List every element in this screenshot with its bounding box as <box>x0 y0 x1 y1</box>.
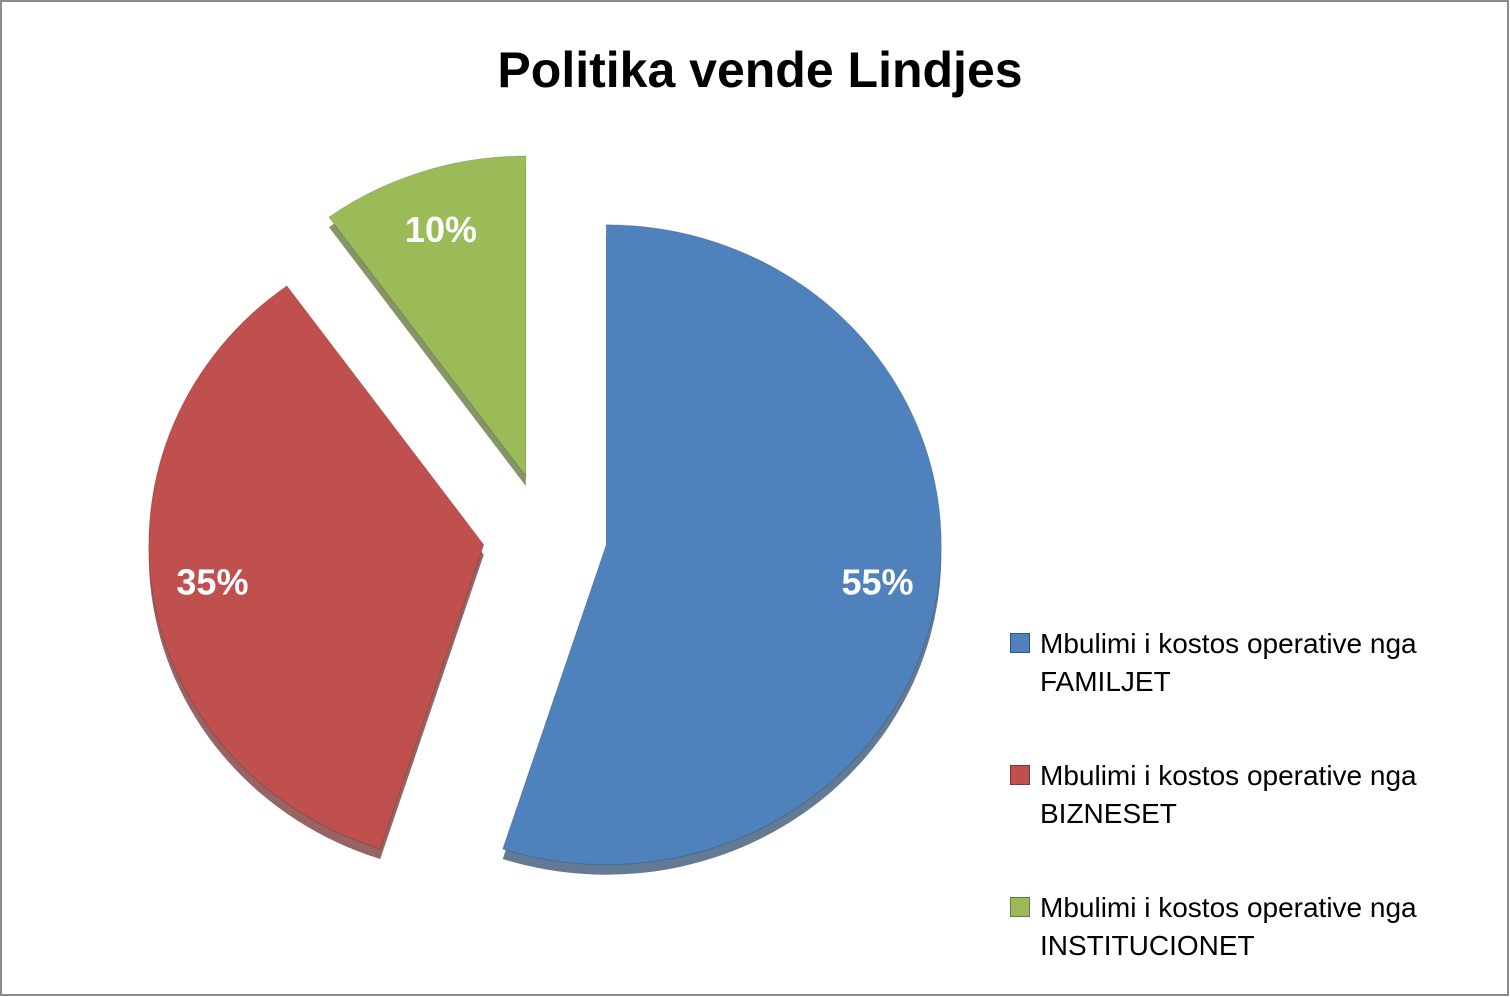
data-label: 55% <box>842 561 914 602</box>
legend-label: Mbulimi i kostos operative nga INSTITUCI… <box>1040 892 1417 961</box>
data-label: 35% <box>176 561 248 602</box>
legend-swatch <box>1010 765 1030 785</box>
legend: Mbulimi i kostos operative nga FAMILJET M… <box>1010 625 1505 997</box>
data-label: 10% <box>405 209 477 250</box>
pie-slice <box>502 224 942 866</box>
legend-swatch <box>1010 897 1030 917</box>
legend-swatch <box>1010 633 1030 653</box>
legend-label: Mbulimi i kostos operative nga FAMILJET <box>1040 628 1417 697</box>
legend-item: Mbulimi i kostos operative nga BIZNESET <box>1010 757 1505 889</box>
legend-item: Mbulimi i kostos operative nga FAMILJET <box>1010 625 1505 757</box>
chart-title: Politika vende Lindjes <box>497 42 1022 98</box>
legend-item: Mbulimi i kostos operative nga INSTITUCI… <box>1010 889 1505 997</box>
pie-slice-group <box>502 224 942 875</box>
pie-slice-group <box>148 285 485 860</box>
pie-slice <box>328 155 527 478</box>
legend-label: Mbulimi i kostos operative nga BIZNESET <box>1040 760 1417 829</box>
pie-slice <box>148 285 485 850</box>
pie-slice-group <box>328 155 527 487</box>
